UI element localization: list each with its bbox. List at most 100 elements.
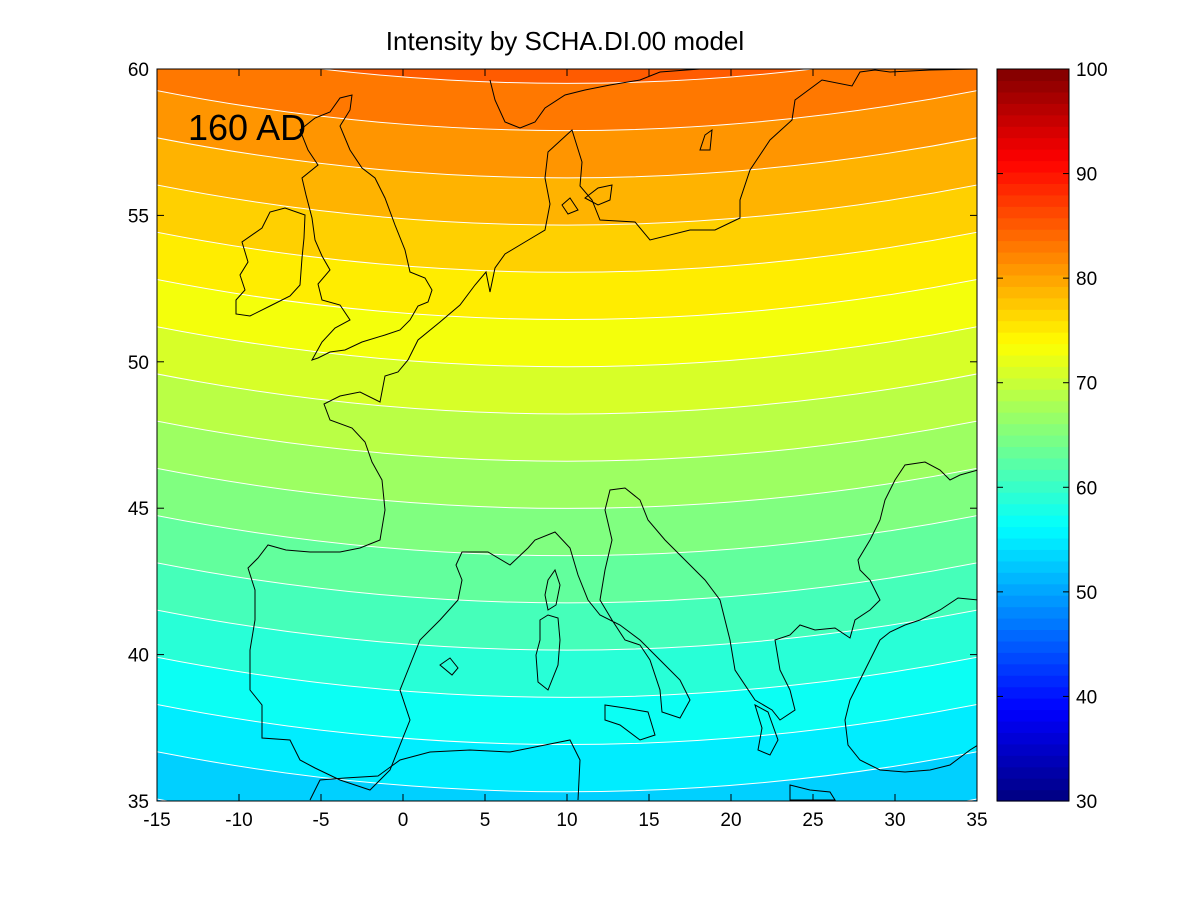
coastline-turkey — [844, 597, 977, 773]
colorbar-tick-label: 30 — [1076, 792, 1097, 813]
colorbar-level — [997, 675, 1069, 688]
colorbar-level — [997, 423, 1069, 436]
coastline-denmark-isle-2 — [561, 197, 579, 215]
coastline-greece — [754, 703, 779, 756]
colorbar-tick-label: 90 — [1076, 165, 1097, 186]
coastline-gotland — [699, 128, 713, 151]
colorbar-level — [997, 183, 1069, 196]
colorbar-level — [997, 480, 1069, 493]
colorbar-level — [997, 652, 1069, 665]
contour-line — [157, 515, 977, 557]
colorbar-tick-label: 40 — [1076, 687, 1097, 708]
coastline-iberia-south — [309, 739, 581, 801]
colorbar-level — [997, 91, 1069, 104]
year-annotation: 160 AD — [188, 107, 306, 148]
colorbar-level — [997, 206, 1069, 219]
coastline-sardinia — [535, 614, 561, 691]
colorbar-level — [997, 686, 1069, 699]
coastline-ireland — [235, 207, 306, 317]
colorbar: 30 40 50 60 70 80 90 100 — [996, 60, 1108, 813]
colorbar-level — [997, 572, 1069, 585]
y-tick-label: 60 — [128, 60, 149, 81]
colorbar-level — [997, 274, 1069, 287]
colorbar-level — [997, 537, 1069, 550]
colorbar-level — [997, 354, 1069, 367]
colorbar-level — [997, 229, 1069, 242]
plot-area: 160 AD — [147, 68, 987, 900]
x-tick-label: 25 — [802, 810, 823, 831]
colorbar-level — [997, 755, 1069, 768]
coastline-great-britain — [299, 94, 433, 361]
x-tick-label: 20 — [720, 810, 741, 831]
colorbar-level — [997, 778, 1069, 791]
colorbar-level — [997, 69, 1069, 82]
colorbar-level — [997, 446, 1069, 459]
contour-line — [157, 184, 977, 226]
colorbar-level — [997, 263, 1069, 276]
colorbar-level — [997, 663, 1069, 676]
colorbar-level — [997, 343, 1069, 356]
colorbar-level — [997, 698, 1069, 711]
colorbar-level — [997, 320, 1069, 333]
colorbar-tick-label: 100 — [1076, 60, 1108, 81]
colorbar-level — [997, 160, 1069, 173]
y-tick-label: 45 — [128, 499, 149, 520]
y-tick-label: 50 — [128, 353, 149, 374]
colorbar-tick-label: 60 — [1076, 478, 1097, 499]
colorbar-level — [997, 126, 1069, 139]
contour-line — [317, 69, 817, 84]
contour-line — [157, 467, 977, 509]
x-tick-label: 0 — [398, 810, 409, 831]
colorbar-level — [997, 709, 1069, 722]
colorbar-tick-label: 50 — [1076, 583, 1097, 604]
coastline-corsica — [544, 568, 561, 611]
coastline-scandinavia — [489, 69, 701, 129]
colorbar-level — [997, 217, 1069, 230]
colorbar-level — [997, 640, 1069, 653]
colorbar-level — [997, 618, 1069, 631]
colorbar-level — [997, 400, 1069, 413]
x-tick-label: 10 — [556, 810, 577, 831]
colorbar-level — [997, 171, 1069, 184]
colorbar-level — [997, 629, 1069, 642]
colorbar-level — [997, 149, 1069, 162]
contour-line — [157, 703, 977, 746]
x-tick-label: 15 — [638, 810, 659, 831]
chart-title: Intensity by SCHA.DI.00 model — [386, 26, 744, 56]
coastline-balearic — [439, 657, 459, 676]
colorbar-level — [997, 469, 1069, 482]
colorbar-level — [997, 595, 1069, 608]
coastline-crete — [789, 784, 836, 801]
colorbar-level — [997, 114, 1069, 127]
colorbar-level — [997, 583, 1069, 596]
coastlines — [235, 69, 977, 801]
coastline-sicily — [604, 704, 656, 741]
colorbar-frame — [996, 68, 1070, 802]
colorbar-tick-label: 80 — [1076, 269, 1097, 290]
x-tick-label: -5 — [313, 810, 330, 831]
colorbar-level — [997, 137, 1069, 150]
colorbar-level — [997, 766, 1069, 779]
colorbar-level — [997, 103, 1069, 116]
colorbar-level — [997, 789, 1069, 802]
colorbar-level — [997, 606, 1069, 619]
intensity-field — [157, 69, 977, 801]
colorbar-level — [997, 526, 1069, 539]
colorbar-level — [997, 252, 1069, 265]
colorbar-level — [997, 503, 1069, 516]
contour-line — [147, 891, 987, 900]
colorbar-level — [997, 549, 1069, 562]
colorbar-level — [997, 515, 1069, 528]
contour-line — [157, 326, 977, 368]
colorbar-level — [997, 377, 1069, 390]
y-tick-label: 40 — [128, 646, 149, 667]
colorbar-level — [997, 240, 1069, 253]
contour-line — [157, 420, 977, 462]
colorbar-tick-label: 70 — [1076, 374, 1097, 395]
colorbar-level — [997, 332, 1069, 345]
contour-line — [157, 751, 977, 793]
colorbar-level — [997, 366, 1069, 379]
colorbar-level — [997, 286, 1069, 299]
contour-lines — [147, 69, 987, 900]
